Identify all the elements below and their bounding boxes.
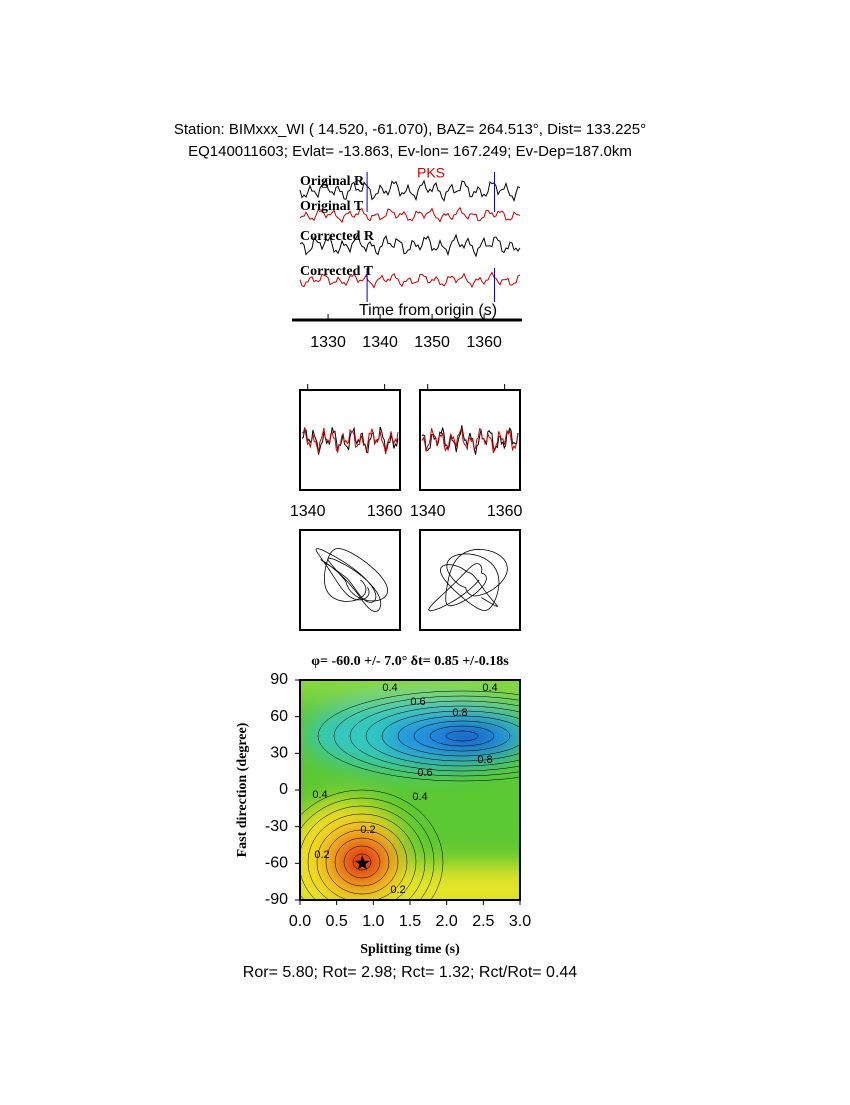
- contour-line: [445, 730, 479, 742]
- contour-label: 0.2: [314, 849, 329, 861]
- contour-line: [325, 829, 399, 895]
- contour-label: 0.6: [417, 767, 432, 779]
- contour-line: [429, 725, 495, 747]
- contour-line: [300, 789, 444, 900]
- trace: [299, 178, 521, 203]
- panel-frame: [299, 389, 401, 491]
- trace-label: Corrected R: [300, 229, 375, 244]
- x-tick-label: 3.0: [509, 913, 531, 930]
- contour-label: 0.4: [412, 791, 427, 803]
- contour-label: 0.4: [482, 682, 497, 694]
- contour-label: 0.8: [477, 754, 492, 766]
- y-axis-label: Fast direction (degree): [235, 722, 250, 857]
- trace-label: Original T: [300, 199, 364, 214]
- x-tick-label: 2.0: [436, 913, 458, 930]
- contour-line: [307, 813, 417, 900]
- waveform: [421, 427, 519, 454]
- x-tick-label: 1360: [487, 503, 523, 520]
- panel-frame: [299, 529, 401, 631]
- contour-label: 0.4: [382, 682, 397, 694]
- contour-line: [397, 715, 520, 757]
- waveform: [302, 427, 399, 455]
- x-axis-label: Splitting time (s): [360, 942, 460, 957]
- contour-label: 0.4: [312, 789, 327, 801]
- trace: [299, 232, 521, 258]
- contour-line: [365, 705, 520, 767]
- chart-title: φ= -60.0 +/- 7.0° δt= 0.85 +/-0.18s: [311, 654, 509, 669]
- trace: [299, 206, 521, 224]
- footer: Ror= 5.80; Rot= 2.98; Rct= 1.32; Rct/Rot…: [243, 964, 578, 981]
- x-tick-label: 1.5: [399, 913, 421, 930]
- y-tick-label: -30: [265, 818, 288, 835]
- y-tick-label: -90: [265, 891, 288, 908]
- y-tick-label: 90: [270, 671, 288, 688]
- x-tick-label: 0.0: [289, 913, 311, 930]
- x-axis-label: Time from origin (s): [359, 302, 497, 319]
- contour-line: [381, 710, 520, 762]
- panel-frame: [419, 529, 521, 631]
- y-tick-label: 30: [270, 745, 288, 762]
- contour-line: [413, 720, 511, 752]
- plots: Original R Original T Corrected R Corrected…: [235, 165, 531, 958]
- x-tick-label: 0.5: [326, 913, 348, 930]
- header-line: Station: BIMxxx_WI ( 14.520, -61.070), B…: [174, 121, 646, 138]
- trace: [299, 271, 521, 289]
- x-tick-label: 2.5: [472, 913, 494, 930]
- contour-line: [300, 805, 426, 900]
- contour-line: [317, 690, 520, 782]
- particle-motion: [428, 548, 508, 612]
- contour-label: 0.2: [360, 824, 375, 836]
- misfit-field: [300, 680, 520, 900]
- contour-line: [333, 695, 520, 777]
- x-tick-label: 1330: [310, 334, 346, 351]
- contour-line: [343, 845, 381, 879]
- contour-label: 0.6: [410, 696, 425, 708]
- contour-line: [349, 700, 520, 772]
- contour-line: [316, 821, 408, 900]
- y-tick-label: -60: [265, 855, 288, 872]
- trace-label: Corrected T: [300, 264, 374, 279]
- x-tick-label: 1.0: [362, 913, 384, 930]
- x-tick-label: 1360: [466, 334, 502, 351]
- x-tick-label: 1350: [414, 334, 450, 351]
- x-tick-label: 1360: [367, 503, 403, 520]
- phase-label: PKS: [417, 165, 445, 181]
- particle-motion: [315, 548, 389, 612]
- x-tick-label: 1340: [290, 503, 326, 520]
- contour-line: [334, 837, 390, 887]
- x-tick-label: 1340: [362, 334, 398, 351]
- header-line: EQ140011603; Evlat= -13.863, Ev-lon= 167…: [188, 143, 632, 160]
- y-tick-label: 0: [279, 781, 288, 798]
- contour-line: [300, 797, 435, 900]
- trace-label: Original R: [300, 174, 365, 189]
- contour-label: 0.8: [452, 707, 467, 719]
- contour-line: [352, 853, 372, 871]
- x-tick-label: 1340: [410, 503, 446, 520]
- panel-frame: [419, 389, 521, 491]
- best-fit-star: [354, 855, 370, 870]
- y-tick-label: 60: [270, 708, 288, 725]
- contour-label: 0.2: [390, 884, 405, 896]
